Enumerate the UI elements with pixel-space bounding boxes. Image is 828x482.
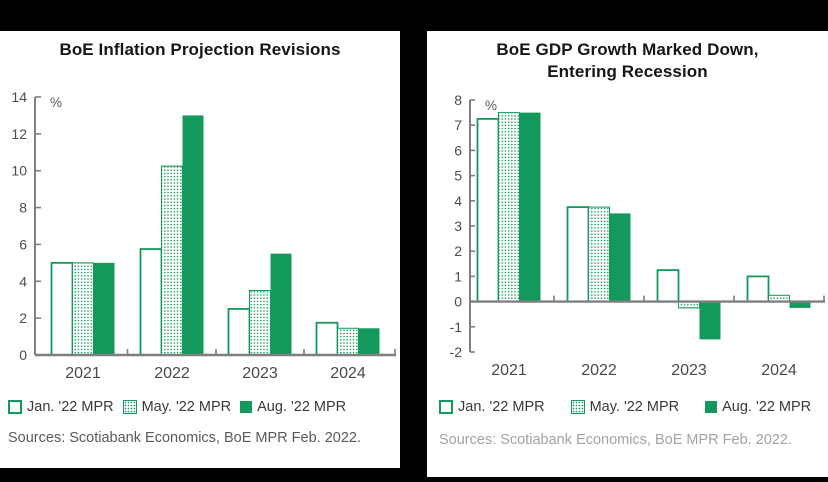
svg-text:2: 2 [454,243,462,259]
legend-swatch-hollow [8,400,22,414]
svg-text:2: 2 [19,310,27,326]
legend-item-may-22-mpr: May. '22 MPR [122,399,232,415]
gdp-chart-plot: -2 -1 0 1 2 3 4 5 6 7 8 2021 2022 2023 2024% [450,92,825,379]
legend-label: Jan. '22 MPR [458,399,545,415]
inflation-chart-plot: 0 2 4 6 8 10 12 14 2021 2022 2023 2024% [11,89,396,382]
svg-text:8: 8 [454,92,462,108]
svg-text:6: 6 [454,142,462,158]
svg-text:0: 0 [19,347,27,363]
legend-item-aug-22-mpr: Aug. '22 MPR [240,399,346,415]
gdp-chart-legend: Jan. '22 MPR May. '22 MPR Aug. '22 MPR [439,399,811,415]
svg-text:12: 12 [11,126,27,142]
legend-swatch-dotted [570,400,585,414]
gdp-chart-title: BoE GDP Growth Marked Down, Entering Rec… [496,40,759,81]
inflation-chart-title: BoE Inflation Projection Revisions [59,40,341,59]
gdp-chart-source-note: Sources: Scotiabank Economics, BoE MPR F… [439,432,793,448]
svg-text:%: % [50,95,62,110]
legend-label: Aug. '22 MPR [257,399,347,415]
svg-text:1: 1 [454,268,462,284]
svg-text:2024: 2024 [761,362,797,379]
svg-text:3: 3 [454,218,462,234]
svg-text:6: 6 [19,236,27,252]
svg-text:2024: 2024 [330,365,366,382]
svg-text:5: 5 [454,168,462,184]
svg-text:7: 7 [454,117,462,133]
legend-item-aug-22-mpr: Aug. '22 MPR [705,399,811,415]
svg-text:4: 4 [454,193,462,209]
legend-item-jan-22-mpr: Jan. '22 MPR [439,399,545,415]
svg-text:0: 0 [454,294,462,310]
inflation-chart-card: BoE Inflation Projection Revisions 0 2 4 6 8… [0,31,400,468]
inflation-chart-legend: Jan. '22 MPR May. '22 MPR Aug. '22 MPR [8,399,346,415]
svg-text:-2: -2 [450,344,463,360]
svg-text:%: % [485,98,497,113]
legend-label: May. '22 MPR [141,399,232,415]
svg-text:-1: -1 [450,319,463,335]
legend-item-jan-22-mpr: Jan. '22 MPR [8,399,114,415]
legend-item-may-22-mpr: May. '22 MPR [570,399,680,415]
legend-label: May. '22 MPR [589,399,680,415]
legend-swatch-solid [705,401,718,413]
svg-text:2021: 2021 [491,362,527,379]
legend-swatch-dotted [122,400,137,414]
svg-text:2022: 2022 [154,365,190,382]
gdp-chart-card: BoE GDP Growth Marked Down, Entering Rec… [427,31,828,477]
svg-text:2023: 2023 [242,365,278,382]
legend-swatch-solid [240,401,253,413]
svg-text:2022: 2022 [581,362,617,379]
svg-text:14: 14 [11,89,27,105]
inflation-chart-source-note: Sources: Scotiabank Economics, BoE MPR F… [8,430,362,446]
legend-label: Aug. '22 MPR [722,399,812,415]
svg-text:10: 10 [11,163,27,179]
legend-swatch-hollow [439,400,453,414]
svg-text:2023: 2023 [671,362,707,379]
svg-text:4: 4 [19,273,27,289]
svg-text:8: 8 [19,200,27,216]
legend-label: Jan. '22 MPR [27,399,114,415]
svg-text:2021: 2021 [65,365,101,382]
